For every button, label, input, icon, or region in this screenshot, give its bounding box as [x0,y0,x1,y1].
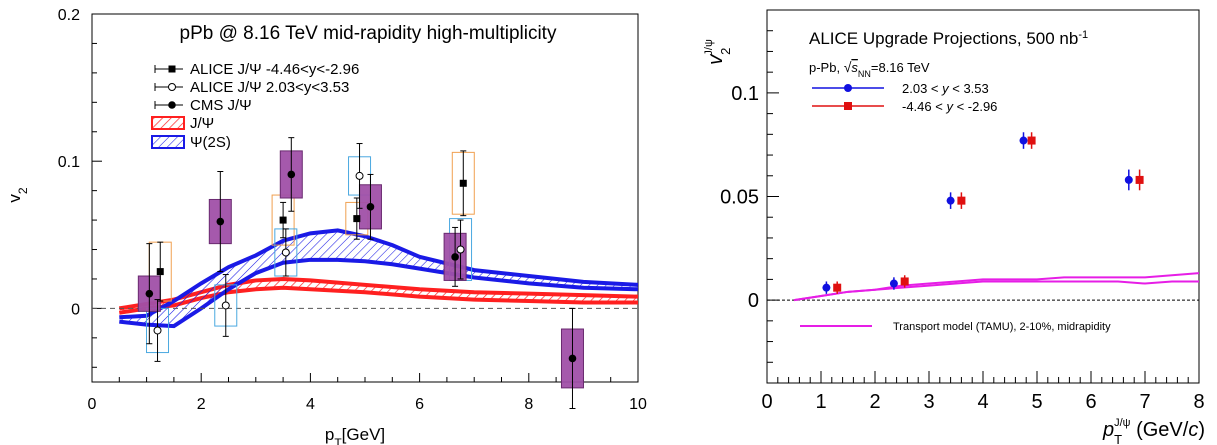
right-y-tick-label: 0.1 [731,83,759,105]
model-curve-lower [793,280,1199,302]
legend-label-jpsi-band: J/Ψ [190,115,214,132]
right-y-tick-label: 0 [748,290,759,312]
left-x-tick-label: 0 [88,396,97,413]
right-legend: 2.03 < y < 3.53 -4.46 < y < -2.96 Transp… [800,81,1111,333]
right-x-tick-label: 4 [977,391,988,413]
legend-label-alice-forward: ALICE J/Ψ 2.03<y<3.53 [190,79,349,96]
legend-swatch-jpsi-band [151,116,185,130]
left-x-tick-label: 4 [306,396,315,413]
point-backward [1135,175,1144,184]
model-curve-upper [793,272,1200,302]
right-axis-ticks: 0 1 2 3 4 5 6 7 8 0 0.05 0.1 [720,9,1205,413]
right-x-axis-label: pTJ/ψ (GeV/c) [1102,417,1205,445]
left-x-tick-label: 6 [415,396,424,413]
legend-marker-alice-backward [168,65,176,73]
point-cms [145,289,154,298]
left-model-bands [118,228,639,329]
left-axis-ticks: 0 2 4 6 8 10 0 0.1 0.2 [58,7,647,413]
band-psi2s-upper-edge [119,228,639,320]
left-x-axis-label: pT[GeV] [325,425,385,445]
point-alice-backward [279,216,287,224]
legend-label-cms: CMS J/Ψ [190,97,252,114]
left-title: pPb @ 8.16 TeV mid-rapidity high-multipl… [180,23,557,44]
left-legend: ALICE J/Ψ -4.46<y<-2.96 ALICE J/Ψ 2.03<y… [151,61,359,151]
right-subtitle: p-Pb, √sNN=8.16 TeV [809,59,930,79]
point-alice-backward [156,268,164,276]
legend-label-psi2s-band: Ψ(2S) [190,134,231,151]
legend-label-model: Transport model (TAMU), 2-10%, midrapidi… [893,321,1111,333]
left-y-tick-label: 0 [71,301,80,318]
legend-marker-backward [844,102,852,110]
legend-swatch-psi2s-band [151,135,185,149]
band-psi2s-lower-edge [119,257,639,329]
left-x-tick-label: 10 [629,396,647,413]
right-title: ALICE Upgrade Projections, 500 nb-1 [809,29,1088,48]
point-alice-backward [353,215,361,223]
right-x-tick-label: 6 [1085,391,1096,413]
point-backward [957,196,966,205]
legend-label-backward: -4.46 < y < -2.96 [902,99,997,114]
left-data-points [145,137,577,409]
left-y-tick-label: 0.2 [58,7,80,24]
legend-marker-forward [844,84,852,92]
legend-marker-cms [168,101,176,109]
point-forward [822,283,831,292]
point-cms [451,253,459,261]
left-y-tick-label: 0.1 [58,154,80,171]
point-backward [1027,136,1036,145]
point-cms [568,354,577,363]
right-x-tick-label: 2 [869,391,880,413]
left-y-axis-label: v2 [5,187,30,203]
right-y-axis-label: v2J/ψ [703,39,733,65]
right-x-tick-label: 1 [815,391,826,413]
point-backward [900,277,909,286]
point-cms [366,203,375,211]
right-model-curves [793,272,1200,302]
right-x-tick-label: 0 [761,391,772,413]
point-alice-backward [459,179,467,187]
left-x-tick-label: 2 [197,396,206,413]
point-forward [889,279,898,288]
point-cms [287,170,296,179]
point-forward [1124,175,1133,184]
point-alice-forward [281,248,290,257]
right-plot: 0 1 2 3 4 5 6 7 8 0 0.05 0.1 ALICE Upgrade Projecti… [703,9,1205,445]
right-y-tick-label: 0.05 [720,187,759,209]
point-forward [1019,136,1028,145]
legend-label-forward: 2.03 < y < 3.53 [902,81,989,96]
point-backward [833,283,842,292]
right-x-tick-label: 7 [1139,391,1150,413]
legend-label-alice-backward: ALICE J/Ψ -4.46<y<-2.96 [190,61,359,78]
left-plot: 0 2 4 6 8 10 0 0.1 0.2 pPb @ 8.16 TeV mid-rapidi… [5,7,647,445]
point-alice-forward [456,245,465,254]
band-jpsi-hatch [119,278,639,313]
point-alice-forward [221,301,230,310]
right-data-points [822,132,1144,294]
point-alice-forward [355,171,364,180]
left-systematic-boxes [137,150,584,389]
legend-marker-alice-forward [168,83,176,91]
right-x-tick-label: 8 [1193,391,1204,413]
right-x-tick-label: 3 [923,391,934,413]
point-cms [216,217,225,226]
point-forward [946,196,955,205]
left-x-tick-label: 8 [524,396,533,413]
point-alice-forward [153,326,162,335]
right-x-tick-label: 5 [1031,391,1042,413]
